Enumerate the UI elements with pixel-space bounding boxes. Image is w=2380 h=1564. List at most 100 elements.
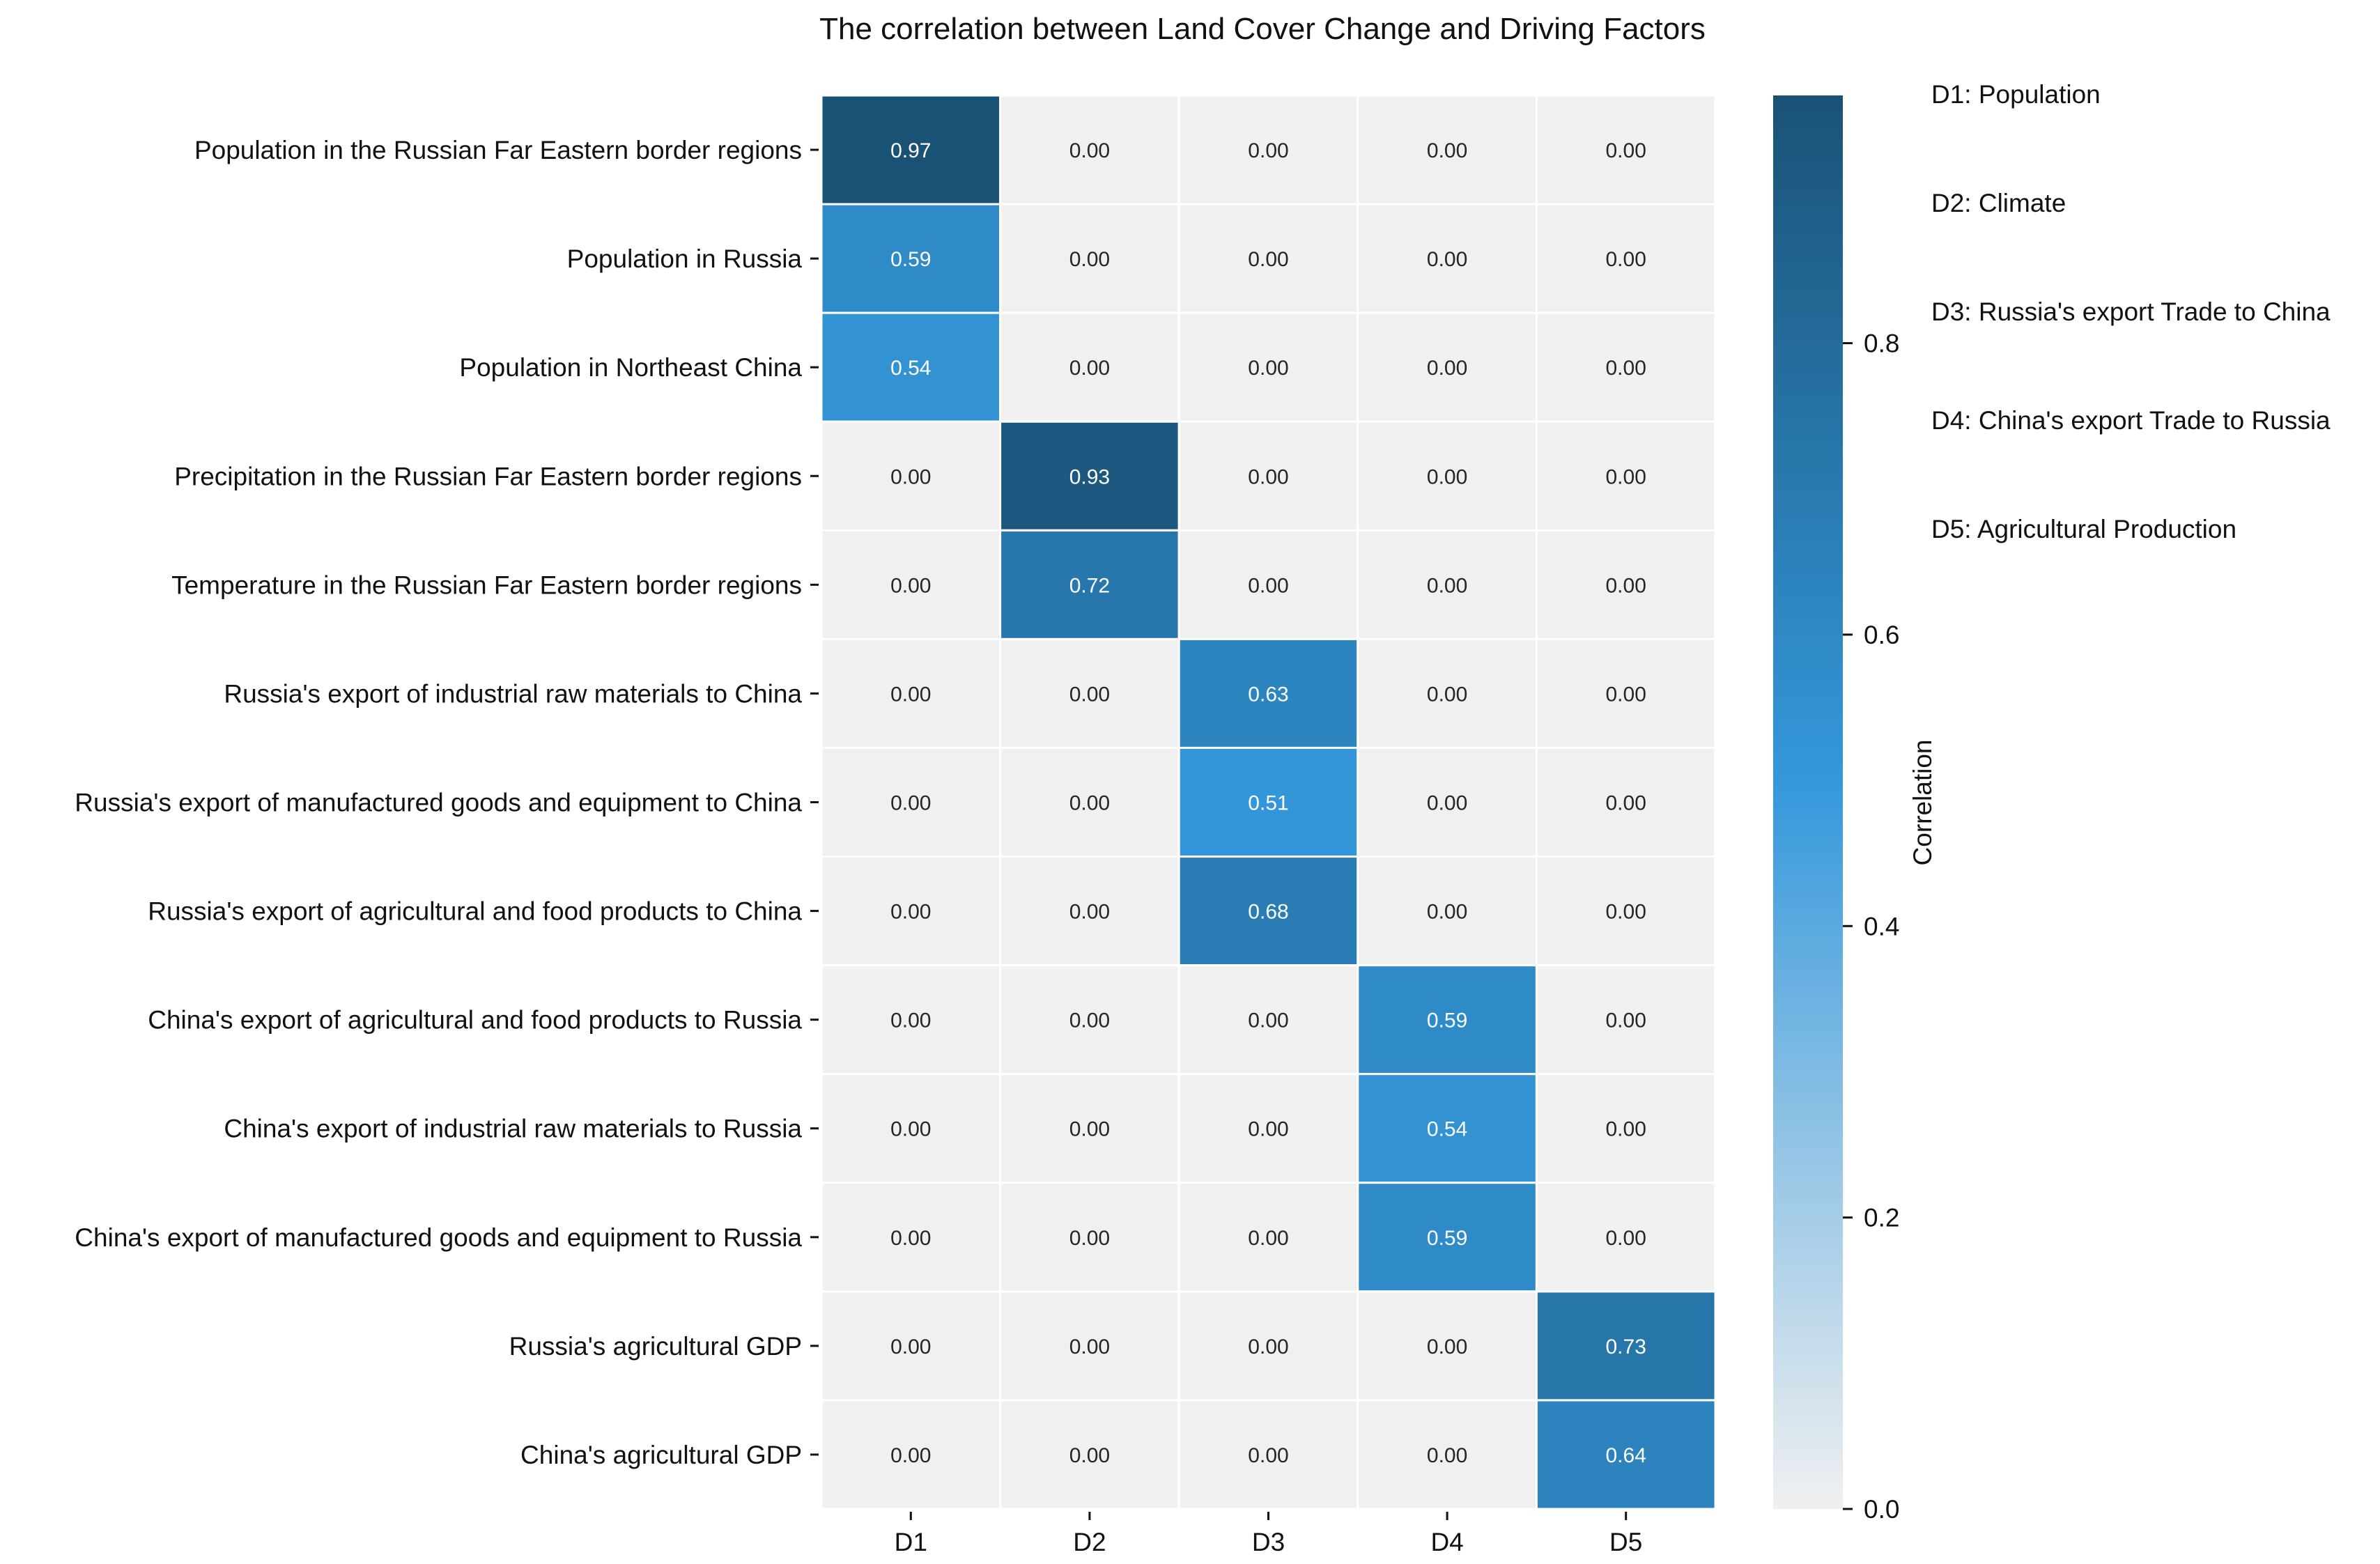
cell-value-label: 0.00 [1606,1009,1646,1032]
heatmap-cell [1357,855,1538,967]
cell-value-label: 0.00 [1606,792,1646,815]
cell-value-label: 0.93 [1069,465,1110,488]
cell-value-label: 0.00 [1606,139,1646,162]
heatmap-cell [1535,855,1717,967]
cell-value-label: 0.00 [1069,683,1110,706]
heatmap-cell [820,203,1002,314]
cell-value-label: 0.00 [1427,1335,1467,1358]
heatmap-cell [1357,94,1538,206]
cell-value-label: 0.51 [1248,792,1288,815]
row-label: Precipitation in the Russian Far Eastern… [174,462,802,490]
cell-value-label: 0.00 [890,1335,931,1358]
cell-value-label: 0.59 [1427,1009,1467,1032]
heatmap-cell [1535,203,1717,314]
heatmap-cell [820,1073,1002,1184]
cell-value-label: 0.00 [1606,465,1646,488]
cell-value-label: 0.54 [1427,1118,1467,1141]
cell-value-label: 0.00 [1069,248,1110,271]
legend-entry: D4: China's export Trade to Russia [1931,406,2331,435]
cell-value-label: 0.00 [890,901,931,924]
heatmap-cell [1535,637,1717,749]
cell-value-label: 0.00 [1427,139,1467,162]
heatmap-cell [999,964,1180,1076]
cell-value-label: 0.00 [1606,248,1646,271]
cell-value-label: 0.00 [1606,683,1646,706]
cell-value-label: 0.00 [1606,901,1646,924]
heatmap-cell [1535,1073,1717,1184]
cell-value-label: 0.00 [1427,248,1467,271]
cell-value-label: 0.00 [1606,1118,1646,1141]
colorbar-gradient [1773,95,1843,1509]
colorbar-tick-label: 0.6 [1864,621,1899,649]
cell-value-label: 0.72 [1069,574,1110,597]
row-label: China's export of agricultural and food … [148,1006,802,1035]
cell-value-label: 0.00 [1248,465,1288,488]
heatmap-cell [1357,1290,1538,1402]
heatmap-cell [1177,1182,1359,1293]
heatmap-cell [1177,855,1359,967]
cell-value-label: 0.00 [890,1009,931,1032]
heatmap-cell [1177,1073,1359,1184]
cell-value-label: 0.00 [1248,248,1288,271]
heatmap-cell [999,1399,1180,1510]
legend-entry: D5: Agricultural Production [1931,515,2236,543]
cell-value-label: 0.00 [890,1444,931,1467]
heatmap-cell [1177,94,1359,206]
cell-value-label: 0.00 [1248,1227,1288,1250]
heatmap-cell [1177,203,1359,314]
heatmap-cell [820,94,1002,206]
heatmap-cell [1535,1399,1717,1510]
cell-value-label: 0.00 [1427,792,1467,815]
heatmap-cell [1177,529,1359,640]
heatmap-cell [820,855,1002,967]
row-label: China's agricultural GDP [520,1441,802,1469]
cell-value-label: 0.00 [1606,574,1646,597]
heatmap-cell [999,1073,1180,1184]
cell-value-label: 0.00 [1248,1335,1288,1358]
heatmap-cell [1535,964,1717,1076]
column-label: D1 [895,1528,927,1556]
cell-value-label: 0.00 [1069,901,1110,924]
heatmap-cell [1177,964,1359,1076]
cell-value-label: 0.68 [1248,901,1288,924]
heatmap-cell [1357,1182,1538,1293]
heatmap-cell [999,94,1180,206]
heatmap-cell [999,420,1180,532]
heatmap-cell [999,855,1180,967]
heatmap-cell [1535,1182,1717,1293]
chart-title: The correlation between Land Cover Chang… [819,12,1706,46]
column-label: D4 [1430,1528,1463,1556]
cell-value-label: 0.00 [1248,574,1288,597]
cell-value-label: 0.00 [1069,1444,1110,1467]
heatmap-cell [820,420,1002,532]
cell-value-label: 0.00 [1427,1444,1467,1467]
cell-value-label: 0.00 [1606,357,1646,380]
cell-value-label: 0.00 [890,574,931,597]
legend-entry: D2: Climate [1931,189,2066,217]
heatmap-cell [1535,420,1717,532]
row-labels: Population in the Russian Far Eastern bo… [75,136,819,1469]
row-label: Russia's export of manufactured goods an… [75,789,802,817]
column-label: D2 [1073,1528,1106,1556]
row-label: China's export of manufactured goods and… [75,1223,802,1252]
cell-value-label: 0.63 [1248,683,1288,706]
cell-value-label: 0.00 [1069,1009,1110,1032]
cell-value-label: 0.00 [1069,357,1110,380]
heatmap-cell [1177,420,1359,532]
cell-value-label: 0.00 [1606,1227,1646,1250]
cell-value-label: 0.00 [890,1118,931,1141]
heatmap-cell [820,1290,1002,1402]
cell-value-label: 0.97 [890,139,931,162]
heatmap-cell [1357,1073,1538,1184]
colorbar-tick-label: 0.8 [1864,330,1899,358]
heatmap-cell [999,311,1180,423]
row-label: Population in the Russian Far Eastern bo… [194,136,802,164]
heatmap-cell [999,529,1180,640]
cell-value-label: 0.00 [1248,139,1288,162]
heatmap-cell [999,637,1180,749]
heatmap-cell [1357,637,1538,749]
cell-value-label: 0.00 [890,683,931,706]
cell-value-label: 0.00 [1427,465,1467,488]
colorbar-tick-label: 0.4 [1864,912,1899,940]
colorbar-tick-label: 0.0 [1864,1495,1899,1524]
